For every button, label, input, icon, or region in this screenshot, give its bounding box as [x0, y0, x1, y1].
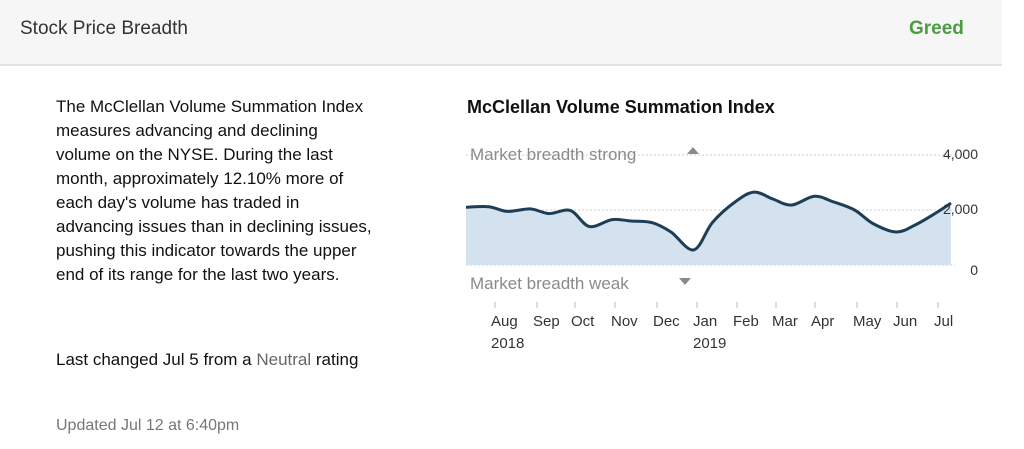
x-tick-label: Nov [611, 313, 638, 330]
indicator-description: The McClellan Volume Summation Index mea… [56, 97, 372, 284]
x-tick-label: Sep [533, 313, 560, 330]
y-tick-label: 2,000 [943, 201, 978, 217]
last-changed-suffix: rating [311, 350, 359, 369]
x-tick-label: Dec [653, 313, 680, 330]
x-tick-label: Aug [491, 313, 518, 330]
triangle-down-icon [679, 278, 691, 285]
card-title: Stock Price Breadth [20, 18, 188, 39]
triangle-up-icon [687, 147, 699, 154]
chart-title: McClellan Volume Summation Index [467, 97, 775, 117]
series-line [465, 190, 952, 252]
x-tick-year-label: 2018 [491, 335, 524, 352]
mcclellan-chart: 4,000 2,000 0 Market breadth strong Market b… [465, 145, 978, 352]
rating-label: Greed [909, 18, 964, 39]
x-tick-label: Feb [733, 313, 759, 330]
x-tick-year-label: 2019 [693, 335, 726, 352]
last-changed-prefix: Last changed Jul 5 from a [56, 350, 257, 369]
x-tick-label: Jan [693, 313, 717, 330]
previous-rating: Neutral [256, 350, 312, 369]
x-tick-label: Oct [571, 313, 595, 330]
x-tick-label: Apr [811, 313, 834, 330]
y-tick-label: 4,000 [943, 146, 978, 162]
updated-timestamp: Updated Jul 12 at 6:40pm [56, 417, 240, 434]
x-tick-label: May [853, 313, 882, 330]
breadth-strong-annotation: Market breadth strong [470, 145, 636, 164]
x-tick-label: Mar [772, 313, 798, 330]
y-tick-label: 0 [970, 262, 978, 278]
card-header: Stock Price Breadth Greed [0, 0, 1002, 66]
last-changed-text: Last changed Jul 5 from a Neutral rating [56, 348, 376, 372]
breadth-weak-annotation: Market breadth weak [470, 274, 629, 293]
x-tick-label: Jun [893, 313, 917, 330]
x-tick-label: Jul [934, 313, 953, 330]
